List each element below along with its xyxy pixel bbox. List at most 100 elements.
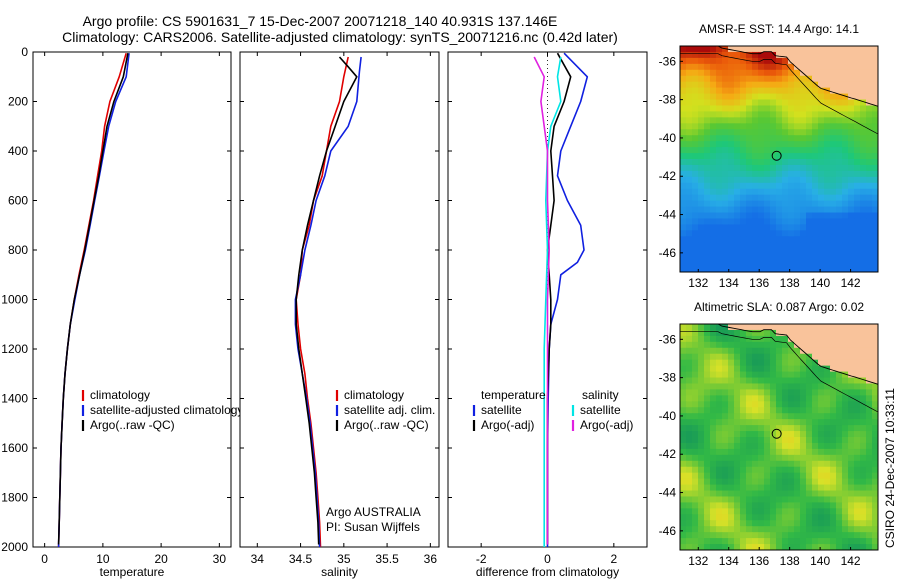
map-cell xyxy=(794,425,801,432)
map-cell xyxy=(728,401,735,408)
map-cell xyxy=(776,164,783,172)
map-cell xyxy=(686,117,693,124)
map-cell xyxy=(680,407,687,414)
map-cell xyxy=(740,105,747,112)
map-cell xyxy=(860,182,867,190)
map-cell xyxy=(836,63,843,71)
map-cell xyxy=(812,159,819,166)
map-cell xyxy=(812,442,819,450)
map-cell xyxy=(794,236,801,243)
map-cell xyxy=(848,200,855,208)
map-cell xyxy=(824,353,831,361)
map-cell xyxy=(836,395,843,402)
map-cell xyxy=(854,401,861,408)
map-cell xyxy=(698,147,705,154)
map-cell xyxy=(824,218,831,225)
map-cell xyxy=(770,502,777,509)
map-cell xyxy=(758,377,765,384)
map-cell xyxy=(848,81,855,89)
map-cell xyxy=(716,413,723,420)
map-cell xyxy=(764,230,771,237)
map-cell xyxy=(686,329,693,337)
map-cell xyxy=(758,407,765,414)
map-cell xyxy=(770,460,777,468)
map-cell xyxy=(824,129,831,136)
map-cell xyxy=(734,466,741,474)
map-cell xyxy=(728,260,735,267)
map-cell xyxy=(686,460,693,468)
map-cell xyxy=(740,176,747,184)
map-cell xyxy=(854,324,861,331)
map-cell xyxy=(776,236,783,243)
map-cell xyxy=(728,526,735,533)
map-cell xyxy=(794,129,801,136)
map-cell xyxy=(716,75,723,83)
map-cell xyxy=(758,164,765,172)
map-cell xyxy=(740,496,747,503)
map-cell xyxy=(746,502,753,509)
map-cell xyxy=(686,135,693,142)
map-cell xyxy=(854,87,861,95)
map-cell xyxy=(872,454,879,462)
map-cell xyxy=(728,490,735,497)
map-cell xyxy=(872,329,879,337)
map-cell xyxy=(854,383,861,390)
map-cell xyxy=(860,526,867,533)
map-cell xyxy=(830,472,837,480)
series-line-2 xyxy=(294,56,362,548)
map-cell xyxy=(764,353,771,361)
map-cell xyxy=(806,425,813,432)
map-cell xyxy=(764,544,771,551)
map-cell xyxy=(788,437,795,444)
map-cell xyxy=(866,496,873,503)
map-cell xyxy=(848,117,855,124)
map-cell xyxy=(680,490,687,497)
map-cell xyxy=(680,341,687,349)
map-cell xyxy=(800,230,807,237)
map-cell xyxy=(842,538,849,545)
map-cell xyxy=(812,141,819,148)
map-cell xyxy=(788,46,795,53)
map-cell xyxy=(746,176,753,184)
map-cell xyxy=(788,135,795,142)
map-cell xyxy=(722,377,729,384)
map-cell xyxy=(728,538,735,545)
map-cell xyxy=(848,212,855,219)
map-cell xyxy=(794,176,801,184)
map-cell xyxy=(782,212,789,219)
map-cell xyxy=(710,129,717,136)
map-cell xyxy=(872,425,879,432)
map-cell xyxy=(758,538,765,545)
map-cell xyxy=(770,111,777,118)
map-cell xyxy=(716,123,723,130)
map-cell xyxy=(698,200,705,208)
map-cell xyxy=(848,544,855,551)
map-cell xyxy=(710,159,717,166)
map-cell xyxy=(854,407,861,414)
map-cell xyxy=(716,147,723,154)
map-cell xyxy=(716,365,723,373)
map-cell xyxy=(806,359,813,367)
map-cell xyxy=(782,484,789,492)
map-cell xyxy=(770,383,777,390)
map-cell xyxy=(746,419,753,426)
map-cell xyxy=(788,99,795,106)
map-cell xyxy=(824,81,831,89)
map-cell xyxy=(830,448,837,456)
map-cell xyxy=(860,153,867,160)
map-cell xyxy=(812,359,819,367)
map-cell xyxy=(842,448,849,456)
x-axis-label: temperature xyxy=(100,565,165,579)
map-cell xyxy=(842,341,849,349)
map-cell xyxy=(764,153,771,160)
map-cell xyxy=(710,105,717,112)
map-cell xyxy=(758,442,765,450)
map-cell xyxy=(842,46,849,53)
map-cell xyxy=(722,75,729,83)
map-cell xyxy=(806,466,813,474)
map-cell xyxy=(848,266,855,273)
map-cell xyxy=(758,490,765,497)
map-cell xyxy=(842,230,849,237)
map-cell xyxy=(746,532,753,539)
map-cell xyxy=(680,123,687,130)
